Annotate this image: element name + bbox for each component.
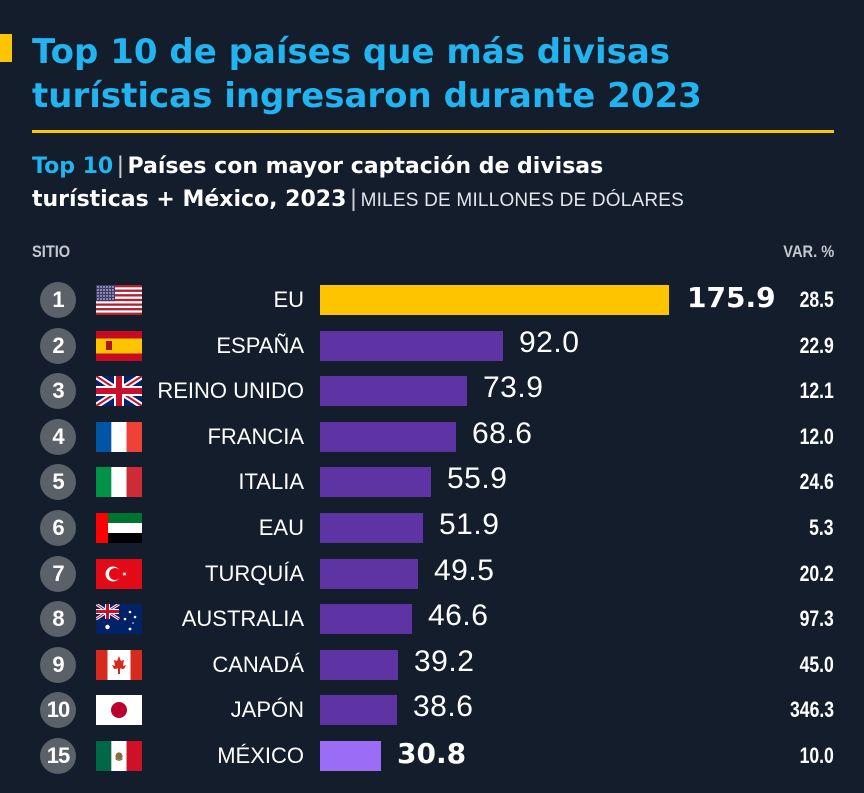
value-label: 68.6 — [472, 416, 533, 450]
value-bar — [320, 695, 397, 726]
value-bar — [320, 330, 503, 361]
var-pct-label: 22.9 — [799, 332, 834, 358]
country-label: JAPÓN — [230, 697, 304, 723]
rank-badge: 15 — [40, 738, 76, 774]
country-label: ESPAÑA — [216, 332, 304, 358]
var-pct-label: 45.0 — [799, 651, 834, 677]
chart-row: 6 EAU 51.9 5.3 — [0, 507, 864, 547]
country-label: MÉXICO — [217, 743, 304, 768]
rank-badge: 1 — [40, 282, 76, 318]
chart-title-line-1: Top 10 de países que más divisas — [32, 32, 671, 72]
value-bar — [320, 649, 398, 680]
chart-title: Top 10 de países que más divisas turísti… — [32, 30, 852, 118]
chart-row: 7 TURQUÍA 49.5 20.2 — [0, 553, 864, 593]
france-flag-icon — [96, 421, 142, 452]
country-label: REINO UNIDO — [157, 378, 304, 404]
uk-flag-icon — [96, 376, 142, 407]
rank-badge: 2 — [40, 327, 76, 364]
var-pct-label: 5.3 — [809, 515, 834, 540]
rank-column-header: SITIO — [32, 242, 71, 261]
var-pct-label: 12.1 — [799, 378, 834, 404]
country-label: EAU — [258, 515, 304, 540]
var-pct-label: 12.0 — [799, 423, 834, 449]
value-bar — [320, 513, 423, 543]
chart-row: 2 ESPAÑA 92.0 22.9 — [0, 325, 864, 365]
var-pct-label: 97.3 — [799, 606, 834, 632]
usa-flag-icon — [96, 285, 142, 315]
turkey-flag-icon — [96, 558, 142, 589]
var-pct-label: 20.2 — [799, 560, 834, 586]
value-bar — [320, 558, 418, 589]
chart-row: 8 AUSTRALIA 46.6 97.3 — [0, 598, 864, 638]
subtitle-separator: | — [117, 152, 124, 179]
japan-flag-icon — [96, 695, 142, 726]
chart-subtitle: Top 10 | Países con mayor captación de div… — [32, 150, 852, 217]
rank-badge: 7 — [40, 555, 76, 592]
value-label: 49.5 — [434, 553, 495, 587]
rank-badge: 3 — [40, 373, 76, 410]
chart-row: 3 REINO UNIDO 73.9 12.1 — [0, 370, 864, 410]
var-pct-label: 10.0 — [799, 743, 834, 768]
italy-flag-icon — [96, 467, 142, 498]
subtitle-lead: Top 10 — [32, 154, 114, 179]
spain-flag-icon — [96, 330, 142, 361]
rank-badge: 6 — [40, 510, 76, 546]
value-label: 39.2 — [414, 644, 475, 678]
var-column-header: VAR. % — [783, 242, 834, 261]
country-label: FRANCIA — [207, 423, 304, 449]
subtitle-unit: MILES DE MILLONES DE DÓLARES — [360, 190, 685, 211]
value-label: 46.6 — [428, 599, 489, 633]
australia-flag-icon — [96, 604, 142, 635]
chart-row: 1 EU 175.9 28.5 — [0, 279, 864, 319]
var-pct-label: 28.5 — [799, 287, 834, 312]
value-label: 30.8 — [397, 737, 467, 770]
value-bar — [320, 421, 456, 452]
value-bar — [320, 604, 412, 635]
title-divider — [32, 130, 834, 133]
title-accent-bar — [0, 34, 12, 62]
value-bar — [320, 285, 669, 315]
mexico-flag-icon — [96, 741, 142, 771]
value-bar — [320, 741, 381, 771]
rank-badge: 10 — [40, 692, 76, 729]
value-label: 175.9 — [687, 281, 776, 314]
value-label: 55.9 — [447, 462, 508, 496]
country-label: AUSTRALIA — [181, 606, 304, 632]
var-pct-label: 346.3 — [789, 697, 834, 723]
chart-row: 9 CANADÁ 39.2 45.0 — [0, 644, 864, 684]
chart-row: 15 MÉXICO 30.8 10.0 — [0, 735, 864, 775]
chart-row: 4 FRANCIA 68.6 12.0 — [0, 416, 864, 456]
canada-flag-icon — [96, 649, 142, 680]
rank-badge: 5 — [40, 464, 76, 501]
chart-row: 5 ITALIA 55.9 24.6 — [0, 461, 864, 501]
subtitle-line-1: Países con mayor captación de divisas — [127, 154, 604, 179]
value-label: 38.6 — [413, 690, 474, 724]
value-label: 51.9 — [439, 508, 500, 541]
country-label: ITALIA — [238, 469, 304, 495]
chart-title-line-2: turísticas ingresaron durante 2023 — [32, 76, 702, 116]
value-bar — [320, 467, 431, 498]
var-pct-label: 24.6 — [799, 469, 834, 495]
country-label: CANADÁ — [212, 651, 304, 677]
rank-badge: 4 — [40, 418, 76, 455]
country-label: EU — [273, 287, 304, 312]
value-label: 92.0 — [519, 325, 580, 359]
value-label: 73.9 — [483, 371, 544, 405]
rank-badge: 9 — [40, 646, 76, 683]
uae-flag-icon — [96, 513, 142, 543]
value-bar — [320, 376, 467, 407]
rank-badge: 8 — [40, 601, 76, 638]
chart-row: 10 JAPÓN 38.6 346.3 — [0, 689, 864, 729]
country-label: TURQUÍA — [205, 560, 304, 586]
subtitle-line-2: turísticas + México, 2023 — [32, 187, 347, 212]
subtitle-separator-2: | — [350, 185, 357, 212]
